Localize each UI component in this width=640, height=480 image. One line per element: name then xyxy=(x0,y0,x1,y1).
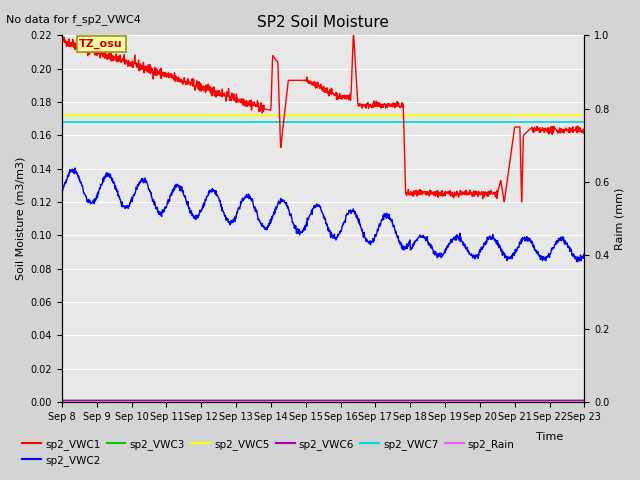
Y-axis label: Soil Moisture (m3/m3): Soil Moisture (m3/m3) xyxy=(15,157,25,280)
Legend: sp2_VWC1, sp2_VWC2, sp2_VWC3, sp2_VWC5, sp2_VWC6, sp2_VWC7, sp2_Rain: sp2_VWC1, sp2_VWC2, sp2_VWC3, sp2_VWC5, … xyxy=(18,434,519,470)
Y-axis label: Raim (mm): Raim (mm) xyxy=(615,188,625,250)
Text: TZ_osu: TZ_osu xyxy=(79,39,123,49)
Text: Time: Time xyxy=(536,432,563,442)
Title: SP2 Soil Moisture: SP2 Soil Moisture xyxy=(257,15,389,30)
Text: No data for f_sp2_VWC4: No data for f_sp2_VWC4 xyxy=(6,14,141,25)
